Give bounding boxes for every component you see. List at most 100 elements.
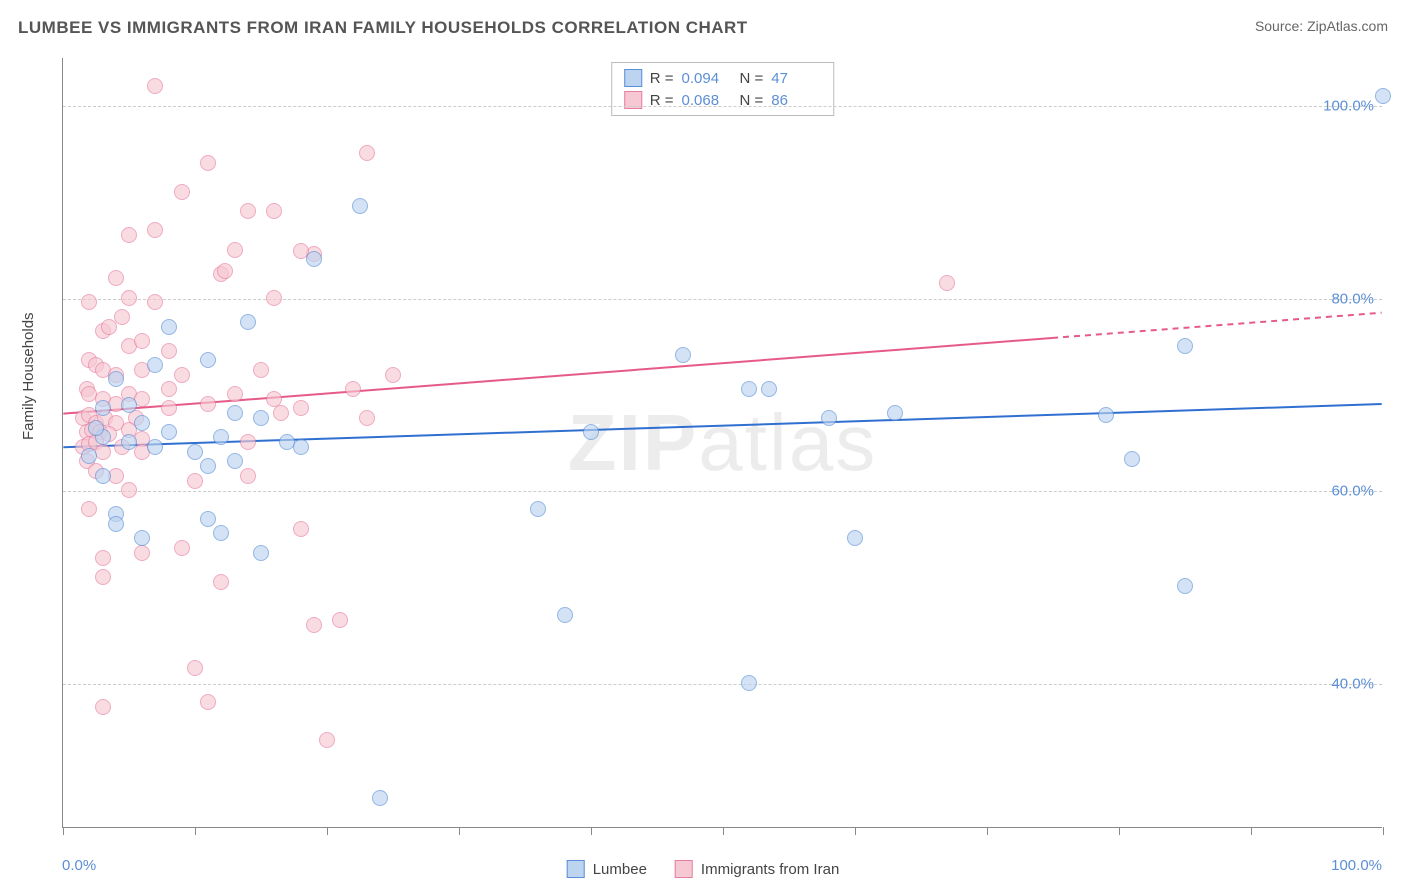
scatter-point <box>266 290 282 306</box>
scatter-point <box>253 362 269 378</box>
x-tick <box>1119 827 1120 835</box>
scatter-point <box>385 367 401 383</box>
scatter-point <box>213 429 229 445</box>
scatter-point <box>161 319 177 335</box>
scatter-point <box>240 203 256 219</box>
scatter-point <box>352 198 368 214</box>
scatter-point <box>108 371 124 387</box>
scatter-point <box>213 525 229 541</box>
legend-label-lumbee: Lumbee <box>593 861 647 878</box>
scatter-point <box>227 453 243 469</box>
scatter-point <box>114 309 130 325</box>
scatter-point <box>147 294 163 310</box>
legend-series: Lumbee Immigrants from Iran <box>567 860 840 878</box>
scatter-point <box>174 184 190 200</box>
scatter-point <box>121 434 137 450</box>
legend-item-lumbee: Lumbee <box>567 860 647 878</box>
scatter-point <box>147 439 163 455</box>
scatter-point <box>253 410 269 426</box>
scatter-point <box>134 545 150 561</box>
source-label: Source: ZipAtlas.com <box>1255 18 1388 34</box>
scatter-point <box>1177 338 1193 354</box>
scatter-point <box>530 501 546 517</box>
x-tick <box>987 827 988 835</box>
x-tick <box>459 827 460 835</box>
scatter-point <box>200 396 216 412</box>
header-row: LUMBEE VS IMMIGRANTS FROM IRAN FAMILY HO… <box>18 18 1388 38</box>
swatch-lumbee-icon <box>567 860 585 878</box>
scatter-point <box>293 521 309 537</box>
scatter-point <box>81 448 97 464</box>
chart-container: LUMBEE VS IMMIGRANTS FROM IRAN FAMILY HO… <box>0 0 1406 892</box>
scatter-point <box>240 314 256 330</box>
chart-title: LUMBEE VS IMMIGRANTS FROM IRAN FAMILY HO… <box>18 18 748 38</box>
x-tick <box>195 827 196 835</box>
y-tick-label: 80.0% <box>1331 290 1374 307</box>
scatter-point <box>741 675 757 691</box>
scatter-point <box>174 540 190 556</box>
scatter-point <box>741 381 757 397</box>
gridline <box>63 299 1382 300</box>
legend-correlation: R = 0.094 N = 47 R = 0.068 N = 86 <box>611 62 835 116</box>
x-tick <box>855 827 856 835</box>
scatter-point <box>88 420 104 436</box>
scatter-point <box>95 550 111 566</box>
scatter-point <box>200 155 216 171</box>
scatter-point <box>81 501 97 517</box>
scatter-point <box>1124 451 1140 467</box>
scatter-point <box>939 275 955 291</box>
scatter-point <box>121 290 137 306</box>
scatter-point <box>108 270 124 286</box>
scatter-point <box>240 434 256 450</box>
scatter-point <box>675 347 691 363</box>
y-axis-title: Family Households <box>20 312 37 440</box>
scatter-point <box>95 468 111 484</box>
gridline <box>63 491 1382 492</box>
trend-lines <box>63 58 1382 827</box>
scatter-point <box>134 333 150 349</box>
scatter-point <box>887 405 903 421</box>
scatter-point <box>345 381 361 397</box>
scatter-point <box>227 242 243 258</box>
scatter-point <box>121 227 137 243</box>
y-tick-label: 60.0% <box>1331 483 1374 500</box>
scatter-point <box>200 511 216 527</box>
scatter-point <box>187 444 203 460</box>
x-tick <box>1383 827 1384 835</box>
scatter-point <box>227 405 243 421</box>
scatter-point <box>306 617 322 633</box>
scatter-point <box>273 405 289 421</box>
legend-r-label: R = <box>650 70 674 87</box>
scatter-point <box>147 357 163 373</box>
scatter-point <box>332 612 348 628</box>
scatter-point <box>174 367 190 383</box>
swatch-iran-icon <box>675 860 693 878</box>
legend-r-value-lumbee: 0.094 <box>682 70 732 87</box>
scatter-point <box>121 482 137 498</box>
scatter-point <box>761 381 777 397</box>
scatter-point <box>161 343 177 359</box>
legend-item-iran: Immigrants from Iran <box>675 860 839 878</box>
scatter-point <box>306 251 322 267</box>
scatter-point <box>372 790 388 806</box>
y-tick-label: 100.0% <box>1323 98 1374 115</box>
scatter-point <box>134 530 150 546</box>
scatter-point <box>95 400 111 416</box>
scatter-point <box>213 574 229 590</box>
x-tick <box>63 827 64 835</box>
scatter-point <box>81 294 97 310</box>
scatter-point <box>293 400 309 416</box>
scatter-point <box>1375 88 1391 104</box>
gridline <box>63 106 1382 107</box>
scatter-point <box>121 397 137 413</box>
scatter-point <box>227 386 243 402</box>
scatter-point <box>101 319 117 335</box>
scatter-point <box>359 410 375 426</box>
scatter-point <box>1177 578 1193 594</box>
scatter-point <box>134 415 150 431</box>
x-tick <box>591 827 592 835</box>
legend-row-iran: R = 0.068 N = 86 <box>624 89 822 111</box>
scatter-point <box>95 699 111 715</box>
legend-label-iran: Immigrants from Iran <box>701 861 839 878</box>
legend-row-lumbee: R = 0.094 N = 47 <box>624 67 822 89</box>
